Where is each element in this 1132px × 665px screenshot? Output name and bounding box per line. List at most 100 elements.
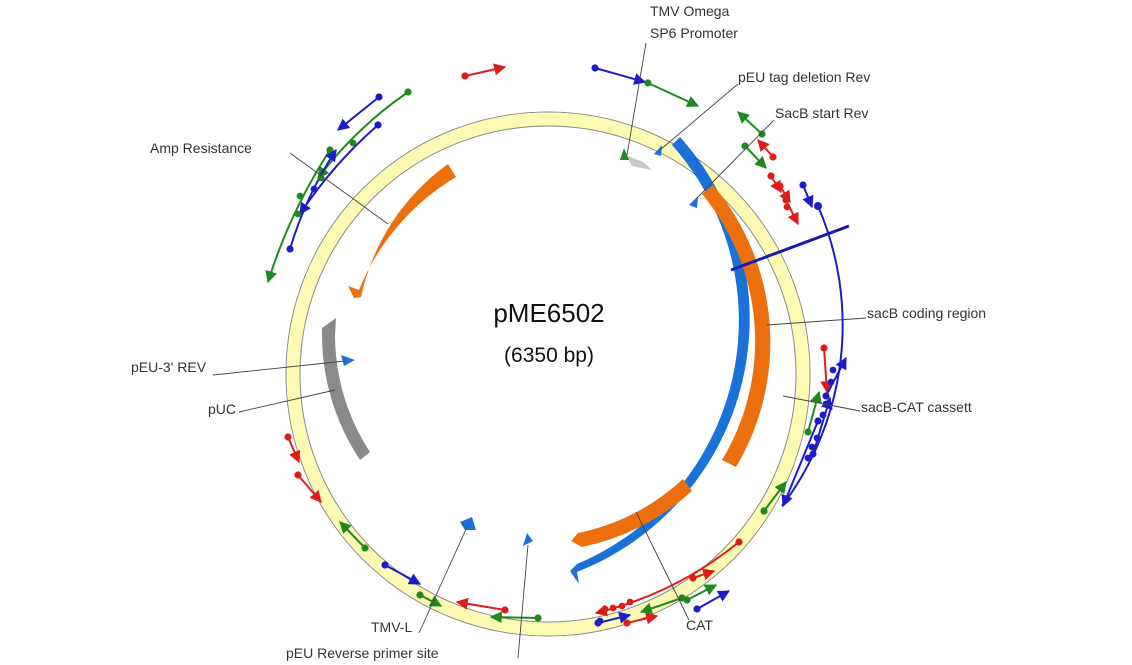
primer-arrow	[781, 420, 819, 508]
primer-start-dot	[822, 392, 830, 400]
site-markers	[341, 145, 698, 546]
primer-dot	[609, 604, 617, 612]
primer-start-dot	[758, 130, 766, 138]
sacb-coding-region-label: sacB coding region	[867, 305, 986, 321]
peu-3-rev-marker	[341, 355, 355, 366]
puc-label: pUC	[208, 401, 236, 417]
primer-start-dot	[326, 146, 334, 154]
feature-labels: Amp Resistance TMV Omega SP6 Promoter pE…	[131, 3, 986, 661]
amp-resistance-label: Amp Resistance	[150, 140, 252, 156]
peu-tag-deletion-rev-marker	[654, 145, 662, 156]
sp6-promoter-marker	[620, 148, 629, 160]
backbone-outer-edge	[285, 111, 811, 637]
sacb-cat-cassett-label: sacB-CAT cassett	[861, 399, 972, 415]
primer-dot	[596, 617, 604, 625]
primer-start-dot	[683, 596, 691, 604]
primer-start-dot	[404, 88, 412, 96]
primer-arrow	[647, 82, 700, 107]
peu-tag-deletion-rev-leader	[659, 83, 739, 151]
tmv-omega-arc	[626, 155, 652, 170]
primer-arrow	[289, 148, 337, 250]
sp6-promoter-label: SP6 Promoter	[650, 25, 738, 41]
peu-reverse-primer-site-label: pEU Reverse primer site	[286, 645, 439, 661]
primer-start-dot	[294, 471, 302, 479]
amp-resistance-leader	[289, 152, 389, 225]
primer-arrow	[737, 111, 763, 135]
primer-start-dot	[591, 64, 599, 72]
backbone-ring	[285, 111, 811, 637]
primer-start-dot	[769, 153, 777, 161]
primer-start-dot	[501, 606, 509, 614]
primer-start-dot	[820, 344, 828, 352]
cat-leader	[635, 511, 690, 621]
tmv-omega-label: TMV Omega	[650, 3, 730, 19]
tmv-omega-leader	[626, 42, 647, 156]
peu-reverse-primer-marker	[523, 533, 533, 546]
primer-dot	[827, 378, 835, 386]
primer-dot	[601, 605, 609, 613]
primer-arrow	[785, 199, 799, 226]
primer-dot	[626, 598, 634, 606]
primer-start-dot	[361, 544, 369, 552]
primer-start-dot	[814, 417, 822, 425]
sacb-start-rev-marker	[689, 196, 698, 208]
primer-start-dot	[741, 142, 749, 150]
primer-dot	[618, 602, 626, 610]
primer-start-dot	[534, 614, 542, 622]
backbone-inner-edge	[299, 125, 797, 623]
puc-leader	[238, 389, 336, 413]
primer-arrow	[744, 145, 767, 169]
primer-start-dot	[809, 450, 817, 458]
primer-start-dot	[381, 561, 389, 569]
amp-resistance-arc	[348, 164, 456, 298]
primer-dot	[804, 454, 812, 462]
primer-dot	[783, 203, 791, 211]
primer-start-dot	[799, 181, 807, 189]
sacb-coding-region-arc	[702, 185, 771, 467]
primer-start-dot	[623, 619, 631, 627]
primer-dot	[294, 210, 302, 218]
primer-start-dot	[689, 574, 697, 582]
cat-label: CAT	[686, 617, 713, 633]
primer-start-dot	[776, 182, 784, 190]
backbone-fill	[286, 112, 810, 636]
primer-dot	[829, 366, 837, 374]
leader-lines	[212, 42, 867, 659]
sacb-coding-region-leader	[766, 317, 867, 326]
primer-arrow	[807, 390, 822, 433]
peu-reverse-primer-leader	[517, 544, 529, 659]
primer-dot	[349, 139, 357, 147]
outer-span-dot	[814, 202, 822, 210]
primer-dot	[813, 434, 821, 442]
peu-3-rev-leader	[212, 360, 346, 376]
primer-arrow	[696, 590, 731, 610]
primer-arrow	[317, 91, 409, 179]
feature-arcs	[321, 137, 771, 584]
primer-start-dot	[760, 507, 768, 515]
primer-arrow	[594, 67, 647, 85]
primer-arrow	[455, 597, 506, 611]
primer-dot	[296, 192, 304, 200]
peu-tag-deletion-rev-label: pEU tag deletion Rev	[738, 69, 870, 85]
cat-arc	[571, 479, 692, 547]
tmv-l-marker	[460, 517, 476, 530]
primer-start-dot	[735, 538, 743, 546]
primer-start-dot	[416, 591, 424, 599]
primer-arrow	[265, 149, 331, 284]
primer-start-dot	[767, 172, 775, 180]
sacb-start-rev-label: SacB start Rev	[775, 105, 868, 121]
tmv-l-label: TMV-L	[371, 619, 412, 635]
sacb-cat-cassett-leader	[782, 395, 861, 412]
primer-dot	[819, 411, 827, 419]
plasmid-size: (6350 bp)	[504, 344, 594, 367]
puc-arc	[321, 318, 370, 460]
primer-start-dot	[693, 605, 701, 613]
primer-arrow	[337, 96, 380, 131]
sacb-start-rev-leader	[696, 119, 775, 199]
primer-start-dot	[644, 79, 652, 87]
primer-dot	[808, 443, 816, 451]
primer-start-dot	[375, 93, 383, 101]
primer-start-dot	[286, 245, 294, 253]
primer-arrow	[820, 347, 833, 394]
